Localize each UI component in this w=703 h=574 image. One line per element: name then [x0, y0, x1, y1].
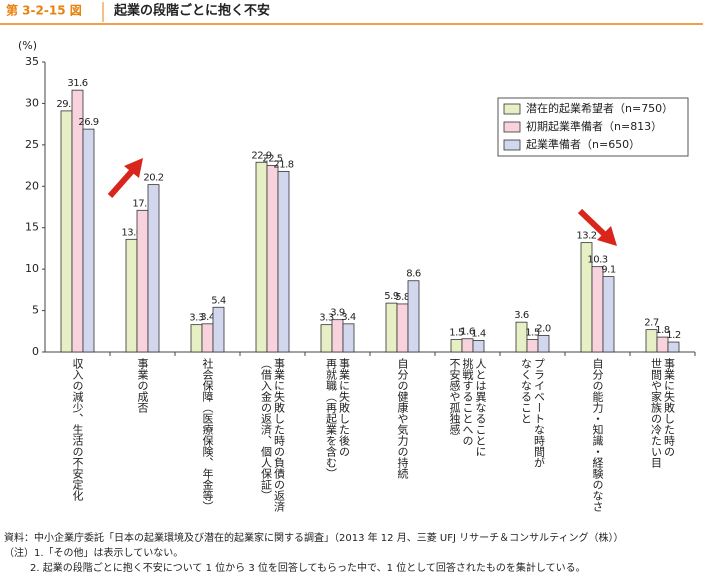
bar — [82, 128, 95, 353]
value-label: 22.9 — [251, 150, 271, 161]
note: 2. 起業の段階ごとに抱く不安について 1 位から 3 位を回答してもらった中で… — [30, 563, 586, 574]
bar — [136, 209, 149, 353]
value-label: 2.0 — [536, 323, 551, 334]
value-label: 8.6 — [406, 269, 421, 280]
bar — [591, 266, 604, 353]
bar — [602, 276, 615, 353]
value-label: 5.8 — [395, 292, 410, 303]
value-label: 20.2 — [143, 173, 163, 184]
value-label: 22.5 — [262, 154, 282, 165]
bar — [396, 303, 409, 353]
chart-title: 起業の段階ごとに抱く不安 — [113, 3, 270, 19]
x-tick-label: 事業の成否 — [136, 358, 149, 413]
y-tick-label: 5 — [32, 304, 39, 317]
bar — [125, 238, 138, 353]
bar — [342, 323, 355, 353]
x-tick-label: 収入の減少、生活の不安定化 — [71, 358, 84, 501]
bar — [266, 165, 279, 353]
bar — [190, 324, 203, 353]
x-tick-label: 社会保障（医療保険、年金等） — [201, 358, 214, 512]
bar — [515, 321, 528, 353]
value-label: 3.3 — [319, 313, 334, 324]
legend-label: 潜在的起業希望者（n=750） — [526, 101, 673, 115]
value-label: 1.2 — [666, 330, 681, 341]
value-label: 1.4 — [471, 328, 486, 339]
value-label: 3.3 — [189, 313, 204, 324]
bar — [472, 339, 485, 353]
bar — [212, 306, 225, 353]
bar — [450, 339, 463, 353]
bar — [147, 184, 160, 353]
bar — [201, 323, 214, 353]
y-tick-label: 10 — [25, 262, 39, 275]
bar — [537, 335, 550, 353]
bar — [461, 338, 474, 353]
y-tick-label: 0 — [32, 345, 39, 358]
y-tick-label: 35 — [25, 55, 39, 68]
bar — [667, 341, 680, 353]
legend-label: 初期起業準備者（n=813） — [526, 119, 662, 133]
value-label: 3.9 — [330, 308, 345, 319]
arrow-up — [107, 158, 143, 198]
y-tick-label: 15 — [25, 221, 39, 234]
figure-label: 第 3-2-15 図 — [6, 3, 82, 18]
value-label: 9.1 — [601, 265, 616, 276]
value-label: 1.8 — [655, 325, 670, 336]
value-label: 26.9 — [78, 117, 98, 128]
y-tick-label: 30 — [25, 96, 39, 109]
note: 資料：中小企業庁委託「日本の起業環境及び潜在的起業家に関する調査」（2013 年… — [4, 533, 624, 544]
value-label: 5.4 — [211, 295, 226, 306]
y-unit: (%) — [18, 39, 37, 52]
value-label: 13.2 — [576, 231, 596, 242]
bar — [320, 324, 333, 353]
bar — [331, 319, 344, 353]
note: （注）1.「その他」は表示していない。 — [4, 548, 184, 559]
value-label: 1.6 — [460, 327, 475, 338]
x-tick-label: 自分の能力・知識・経験のなさ — [591, 358, 604, 512]
value-label: 2.7 — [644, 318, 659, 329]
bar — [60, 110, 73, 353]
bar — [407, 280, 420, 353]
value-label: 17.1 — [132, 198, 152, 209]
legend-swatch — [503, 139, 521, 151]
x-tick-label: 事業に失敗した時の負債の返済 （借入金の返済、個人保証） — [259, 358, 286, 512]
bar — [255, 161, 268, 353]
bar — [526, 339, 539, 353]
value-label: 29.1 — [56, 99, 76, 110]
value-label: 10.3 — [587, 255, 607, 266]
legend-box — [497, 97, 689, 157]
x-tick-label: 人とは異なることに 挑戦することへの 不安感や孤独感 — [448, 358, 487, 457]
arrow-down — [577, 208, 617, 246]
legend-swatch — [503, 121, 521, 133]
value-label: 1.5 — [449, 328, 464, 339]
bar — [71, 89, 84, 353]
value-label: 31.6 — [67, 78, 87, 89]
value-label: 13.6 — [121, 227, 141, 238]
value-label: 5.9 — [384, 291, 399, 302]
x-tick-label: プライベートな時間が なくなること — [519, 358, 546, 468]
x-tick-label: 事業に失敗した後の 再就職（再起業を含む） — [324, 358, 351, 479]
bar — [277, 170, 290, 353]
y-tick-label: 25 — [25, 138, 39, 151]
value-label: 3.4 — [200, 312, 215, 323]
x-tick-label: 自分の健康や気力の持続 — [396, 358, 409, 479]
legend-label: 起業準備者（n=650） — [526, 137, 640, 151]
x-tick-label: 事業に失敗した時の 世間や家族の冷たい目 — [649, 358, 676, 468]
header-bg — [0, 0, 703, 24]
value-label: 21.8 — [273, 159, 293, 170]
value-label: 1.5 — [525, 328, 540, 339]
legend-swatch — [503, 103, 521, 115]
bar — [385, 302, 398, 353]
value-label: 3.4 — [341, 312, 356, 323]
y-tick-label: 20 — [25, 179, 39, 192]
value-label: 3.6 — [514, 310, 529, 321]
